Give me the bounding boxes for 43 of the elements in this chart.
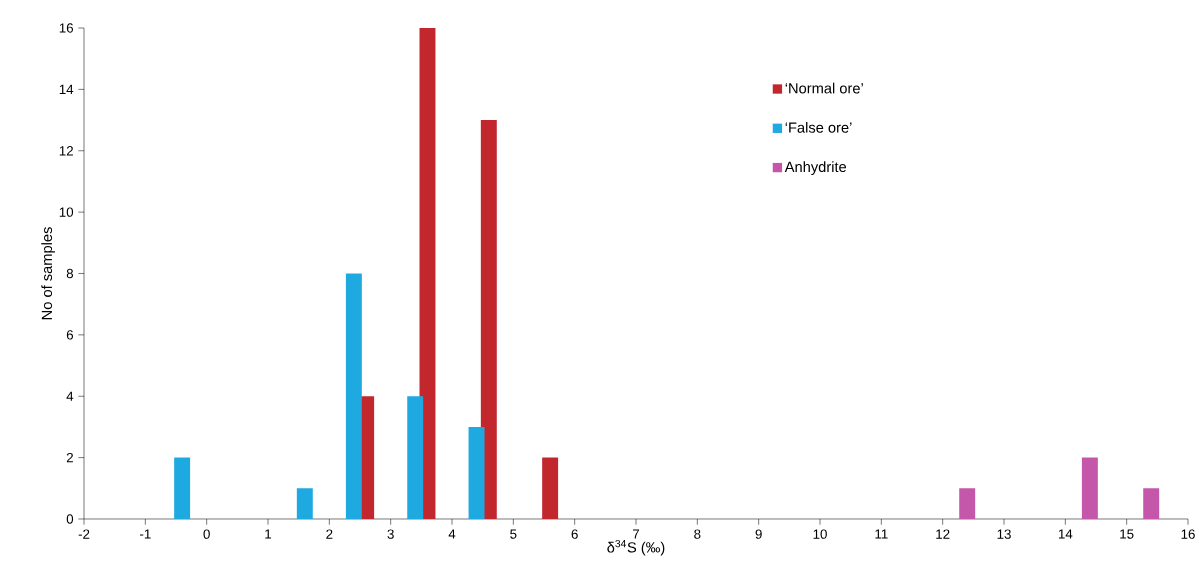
- y-tick-label: 16: [59, 23, 74, 33]
- x-tick-label: 15: [1120, 529, 1134, 539]
- x-tick-label: 7: [632, 529, 640, 539]
- bar: [345, 273, 362, 519]
- x-tick-label: 2: [326, 529, 333, 539]
- x-tick-label: 13: [997, 529, 1011, 539]
- x-tick-label: 1: [265, 529, 272, 539]
- bar: [480, 120, 497, 519]
- legend-label: ‘False ore’: [785, 121, 852, 133]
- x-tick-label: 5: [510, 529, 517, 539]
- y-tick-label: 0: [66, 514, 74, 524]
- x-tick-label: 11: [875, 529, 888, 539]
- y-tick-label: 12: [59, 146, 73, 156]
- x-tick-label: 14: [1058, 529, 1073, 539]
- x-tick-label: 6: [571, 529, 578, 539]
- y-tick-label: 4: [66, 391, 74, 401]
- x-tick-label: -2: [78, 529, 90, 539]
- bar: [296, 488, 313, 519]
- x-tick-label: -1: [140, 529, 151, 539]
- x-tick-label: 8: [694, 529, 701, 539]
- bar: [542, 457, 559, 519]
- legend-label: Anhydrite: [784, 161, 847, 175]
- x-tick-label: 10: [813, 529, 827, 539]
- x-tick-label: 0: [203, 529, 210, 539]
- y-tick-label: 2: [66, 452, 73, 463]
- bar: [407, 396, 424, 519]
- bar: [174, 457, 191, 519]
- bar: [1081, 457, 1098, 519]
- y-tick-label: 8: [66, 268, 74, 279]
- x-tick-label: 3: [387, 529, 394, 539]
- x-axis-title: δ$^{34}$S (‰): [607, 539, 665, 556]
- y-axis-title: No of samples: [41, 227, 55, 320]
- x-tick-label: 16: [1181, 529, 1195, 539]
- y-tick-label: 6: [66, 330, 74, 340]
- y-tick-label: 10: [59, 207, 74, 217]
- x-tick-label: 12: [936, 529, 950, 539]
- legend-label: ‘Normal ore’: [785, 82, 863, 94]
- x-tick-label: 4: [448, 529, 456, 539]
- bar: [1143, 488, 1160, 519]
- x-tick-label: 9: [755, 529, 762, 539]
- bar: [468, 426, 485, 519]
- y-tick-label: 14: [59, 84, 74, 94]
- bar: [959, 488, 976, 519]
